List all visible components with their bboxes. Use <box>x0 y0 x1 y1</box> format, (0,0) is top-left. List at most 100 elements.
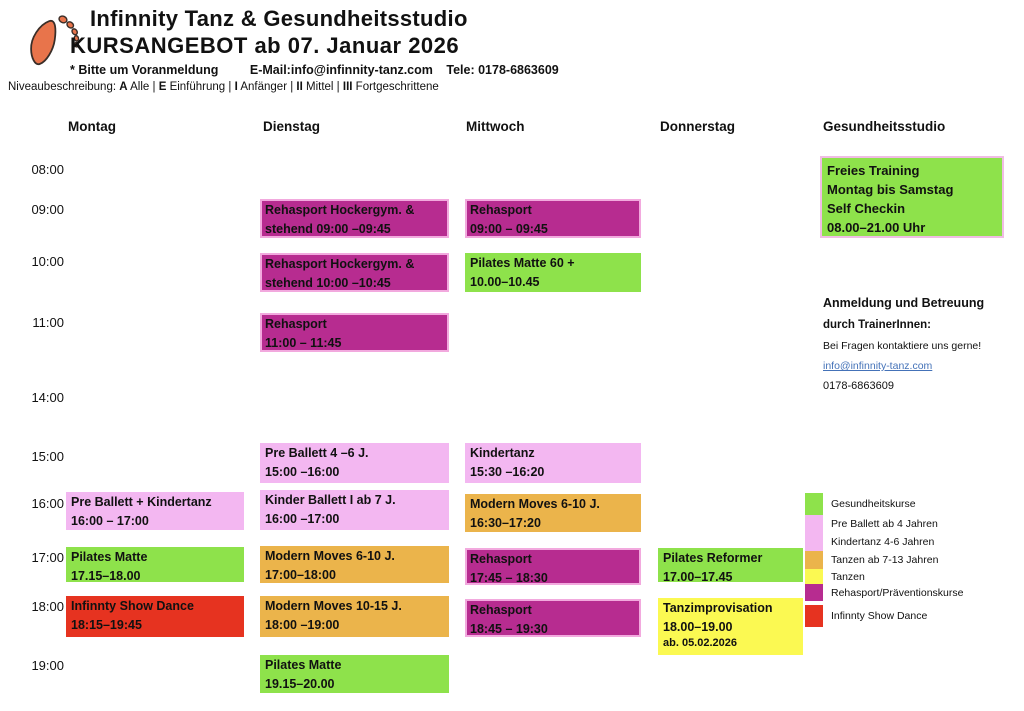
event-dienstag-kinderballett: Kinder Ballett I ab 7 J. 16:00 –17:00 <box>260 490 449 530</box>
event-time: 18.00–19.00 <box>663 619 733 634</box>
event-montag-preballett-kindertanz: Pre Ballett + Kindertanz 16:00 – 17:00 <box>66 492 244 530</box>
event-time: 15:00 –16:00 <box>265 464 340 479</box>
legend-label: Gesundheitskurse <box>831 498 916 510</box>
event-time: 18:00 –19:00 <box>265 617 340 632</box>
event-title: Rehasport <box>470 203 532 217</box>
event-time: 16:30–17:20 <box>470 515 541 530</box>
pink-swatch <box>805 515 823 551</box>
event-mittwoch-pilates-matte-60: Pilates Matte 60 + 10.00–10.45 <box>465 253 641 292</box>
event-time: 17:00–18:00 <box>265 567 336 582</box>
legend-row-gesundheitskurse: Gesundheitskurse <box>805 493 964 515</box>
event-time: 09:00 – 09:45 <box>470 221 548 236</box>
legend-row-showdance: Infinnty Show Dance <box>805 605 964 627</box>
event-title: Pilates Matte <box>71 550 148 564</box>
contact-email-link[interactable]: info@infinnity-tanz.com <box>823 360 933 372</box>
event-title: Pre Ballett + Kindertanz <box>71 495 212 509</box>
event-title: Pilates Reformer <box>663 551 763 565</box>
column-header-donnerstag: Donnerstag <box>660 119 736 134</box>
event-time: 10.00–10.45 <box>470 274 540 289</box>
event-dienstag-modern-moves-610: Modern Moves 6-10 J. 17:00–18:00 <box>260 546 449 583</box>
column-header-gesundheitsstudio: Gesundheitsstudio <box>823 119 946 134</box>
event-dienstag-rehasport-hockergym-0900: Rehasport Hockergym. & stehend 09:00 –09… <box>260 199 449 238</box>
event-title: Pilates Matte <box>265 658 342 672</box>
event-title: Infinnty Show Dance <box>71 599 194 613</box>
event-time: 15:30 –16:20 <box>470 464 545 479</box>
time-label-1800: 18:00 <box>31 599 64 614</box>
event-title: Rehasport <box>265 317 327 331</box>
event-title: Pre Ballett 4 –6 J. <box>265 446 369 460</box>
legend-row-tanzen: Tanzen <box>805 569 964 584</box>
red-swatch <box>805 605 823 627</box>
event-time: 17.15–18.00 <box>71 568 141 583</box>
time-label-0800: 08:00 <box>31 162 64 177</box>
time-label-0900: 09:00 <box>31 202 64 217</box>
event-title: Rehasport Hockergym. & <box>265 203 415 217</box>
page-title: Infinnity Tanz & Gesundheitsstudio <box>90 6 468 31</box>
free-training-days: Montag bis Samstag <box>827 182 954 197</box>
event-start-date: ab. 05.02.2026 <box>663 637 738 649</box>
footprint-icon <box>30 15 80 66</box>
column-header-dienstag: Dienstag <box>263 119 321 134</box>
event-title: Tanzimprovisation <box>663 601 773 615</box>
legend-label: Kindertanz 4-6 Jahren <box>831 536 935 548</box>
pre-registration-note: * Bitte um Voranmeldung <box>70 63 219 77</box>
event-title: Modern Moves 6-10 J. <box>470 497 600 511</box>
free-training-hours: 08.00–21.00 Uhr <box>827 220 926 235</box>
event-title: Modern Moves 6-10 J. <box>265 549 395 563</box>
time-label-1000: 10:00 <box>31 254 64 269</box>
event-time: stehend 10:00 –10:45 <box>265 275 391 290</box>
event-time: 17.00–17.45 <box>663 569 733 584</box>
time-label-1100: 11:00 <box>32 315 64 330</box>
header-note: * Bitte um Voranmeldung E-Mail:info@infi… <box>70 63 559 77</box>
header-phone: Tele: 0178-6863609 <box>446 63 559 77</box>
event-montag-pilates-matte: Pilates Matte 17.15–18.00 <box>66 547 244 583</box>
logo <box>20 10 82 77</box>
time-label-1600: 16:00 <box>31 496 64 511</box>
legend-label: Pre Ballett ab 4 Jahren <box>831 518 938 530</box>
time-label-1400: 14:00 <box>31 390 64 405</box>
event-time: stehend 09:00 –09:45 <box>265 221 391 236</box>
contact-title: Anmeldung und Betreuung <box>823 296 985 310</box>
page-subtitle: KURSANGEBOT ab 07. Januar 2026 <box>70 33 460 58</box>
event-mittwoch-kindertanz: Kindertanz 15:30 –16:20 <box>465 443 641 483</box>
event-montag-show-dance: Infinnty Show Dance 18:15–19:45 <box>66 596 244 637</box>
event-donnerstag-tanzimprovisation: Tanzimprovisation 18.00–19.00 ab. 05.02.… <box>658 598 803 655</box>
contact-panel: Anmeldung und Betreuung durch TrainerInn… <box>823 296 984 392</box>
legend-label: Infinnty Show Dance <box>831 610 928 622</box>
time-label-1900: 19:00 <box>31 658 64 673</box>
time-label-1500: 15:00 <box>31 449 64 464</box>
free-training-block: Freies Training Montag bis Samstag Self … <box>820 156 1004 238</box>
event-dienstag-pilates-matte: Pilates Matte 19.15–20.00 <box>260 655 449 693</box>
legend-label: Rehasport/Präventionskurse <box>831 586 964 599</box>
contact-subtitle: durch TrainerInnen: <box>823 319 931 331</box>
event-title: Pilates Matte 60 + <box>470 256 575 270</box>
yellow-swatch <box>805 569 823 584</box>
event-mittwoch-rehasport-0900: Rehasport 09:00 – 09:45 <box>465 199 641 238</box>
event-time: 18:45 – 19:30 <box>470 621 548 636</box>
event-title: Modern Moves 10-15 J. <box>265 599 402 613</box>
event-mittwoch-rehasport-1745: Rehasport 17:45 – 18:30 <box>465 548 641 585</box>
legend: Gesundheitskurse Pre Ballett ab 4 Jahren… <box>805 493 964 627</box>
event-dienstag-modern-moves-1015: Modern Moves 10-15 J. 18:00 –19:00 <box>260 596 449 637</box>
event-title: Rehasport <box>470 603 532 617</box>
legend-row-tanzen-713: Tanzen ab 7-13 Jahren <box>805 551 964 569</box>
event-mittwoch-modern-moves: Modern Moves 6-10 J. 16:30–17:20 <box>465 494 641 532</box>
event-time: 18:15–19:45 <box>71 617 142 632</box>
event-mittwoch-rehasport-1845: Rehasport 18:45 – 19:30 <box>465 599 641 637</box>
event-dienstag-rehasport-hockergym-1000: Rehasport Hockergym. & stehend 10:00 –10… <box>260 253 449 292</box>
event-dienstag-preballett: Pre Ballett 4 –6 J. 15:00 –16:00 <box>260 443 449 483</box>
event-title: Kinder Ballett I ab 7 J. <box>265 493 396 507</box>
legend-row-ballett-kindertanz: Pre Ballett ab 4 Jahren Kindertanz 4-6 J… <box>805 515 964 551</box>
legend-label: Tanzen <box>831 570 865 583</box>
column-header-montag: Montag <box>68 119 116 134</box>
levels-label: Niveaubeschreibung: <box>8 81 117 93</box>
event-donnerstag-pilates-reformer: Pilates Reformer 17.00–17.45 <box>658 548 803 584</box>
contact-note: Bei Fragen kontaktiere uns gerne! <box>823 340 982 352</box>
event-title: Rehasport Hockergym. & <box>265 257 415 271</box>
orange-swatch <box>805 551 823 569</box>
column-header-mittwoch: Mittwoch <box>466 119 525 134</box>
event-time: 16:00 –17:00 <box>265 511 340 526</box>
magenta-swatch <box>805 584 823 601</box>
event-time: 17:45 – 18:30 <box>470 570 548 585</box>
